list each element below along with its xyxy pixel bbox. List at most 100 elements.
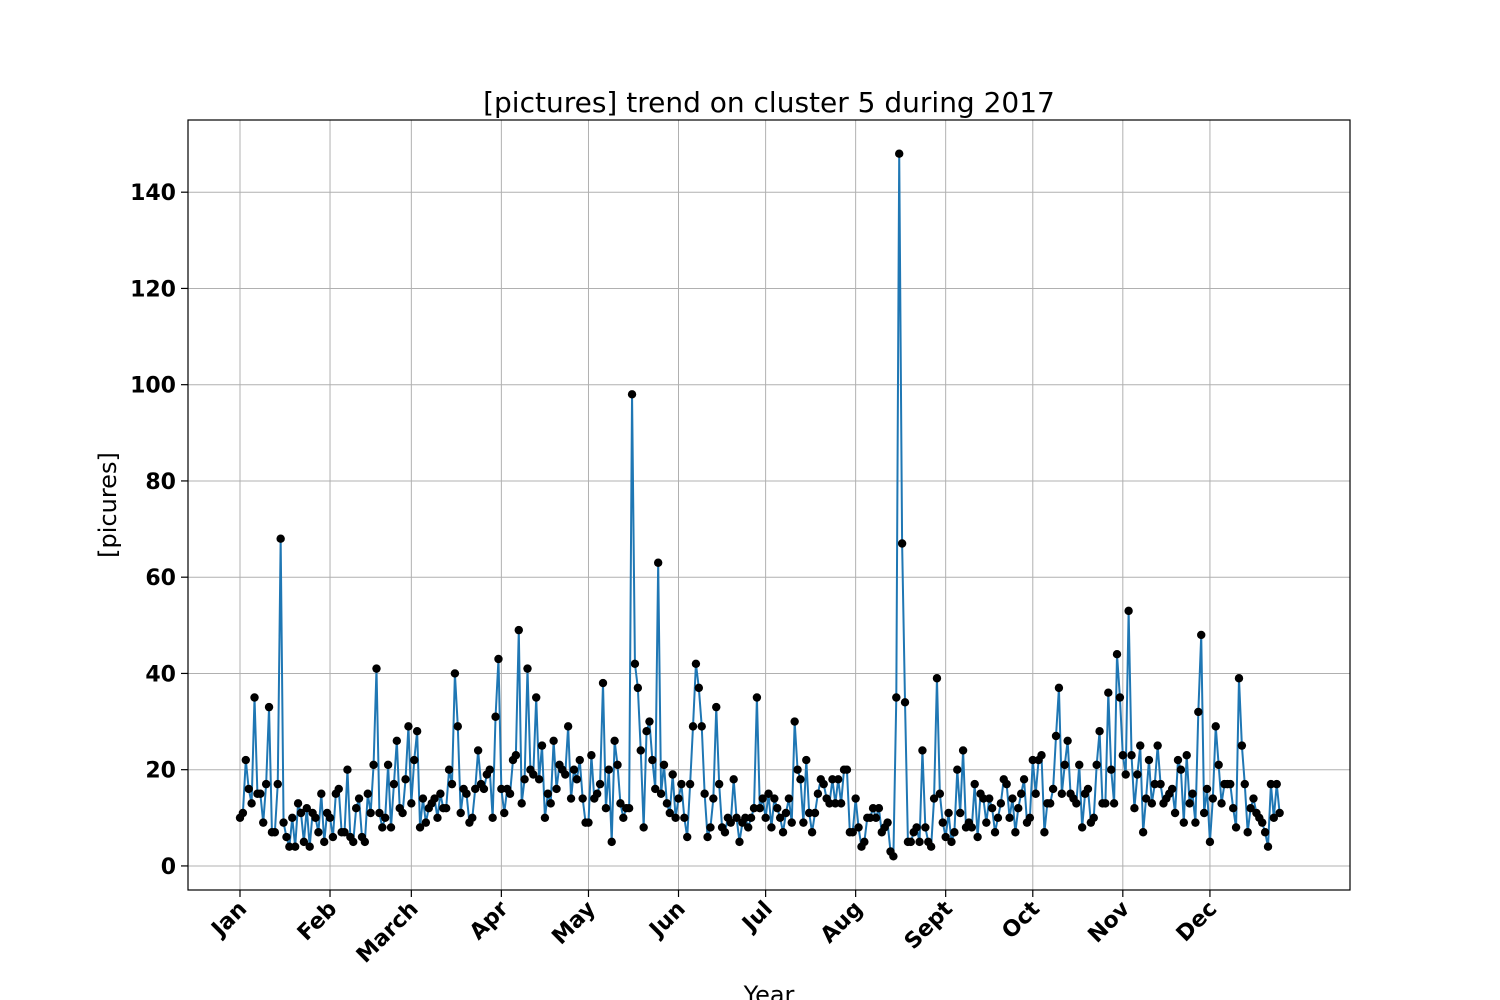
data-point: [1127, 751, 1136, 760]
data-point: [296, 808, 306, 818]
data-point: [773, 803, 782, 813]
y-tick-label: 140: [130, 181, 176, 206]
data-point: [944, 808, 953, 818]
data-point: [892, 693, 901, 702]
data-point: [1258, 818, 1267, 827]
data-point: [784, 794, 794, 803]
data-point: [1260, 828, 1270, 837]
data-point: [293, 799, 303, 808]
data-point: [1234, 674, 1244, 683]
data-point: [273, 779, 282, 789]
data-points: [235, 149, 1284, 861]
x-tick-label: Jul: [737, 897, 778, 938]
data-point: [865, 813, 875, 823]
data-point: [383, 760, 393, 770]
data-point: [755, 803, 765, 813]
data-point: [351, 803, 361, 813]
data-point: [714, 779, 724, 789]
data-point: [955, 808, 965, 818]
y-tick-label: 0: [161, 855, 176, 880]
data-point: [1144, 755, 1154, 765]
data-point: [1051, 731, 1061, 741]
data-point: [462, 789, 471, 798]
data-point: [363, 789, 372, 798]
data-point: [825, 799, 834, 808]
data-point: [807, 828, 817, 837]
x-tick-label: Dec: [1172, 897, 1222, 947]
data-point: [317, 789, 326, 798]
data-point: [1040, 828, 1049, 837]
data-point: [651, 784, 660, 794]
data-point: [929, 794, 939, 803]
data-point: [668, 770, 677, 779]
data-point: [642, 726, 651, 736]
data-point: [1263, 842, 1273, 851]
data-point: [802, 755, 811, 765]
data-point: [1275, 808, 1284, 818]
data-point: [848, 828, 857, 837]
data-point: [1063, 736, 1072, 746]
data-point: [354, 794, 364, 803]
data-point: [456, 808, 465, 818]
data-point: [441, 803, 451, 813]
data-point: [868, 803, 878, 813]
data-point: [804, 808, 814, 818]
data-point: [1005, 813, 1014, 823]
x-axis-label: Year: [743, 981, 795, 1000]
data-point: [764, 789, 773, 798]
data-point: [915, 837, 924, 847]
data-point: [592, 789, 602, 798]
data-point: [546, 799, 555, 808]
data-point: [389, 779, 399, 789]
data-point: [648, 755, 657, 765]
data-point: [662, 799, 672, 808]
data-point: [1228, 803, 1238, 813]
x-tick-label: Sept: [900, 896, 958, 954]
data-point: [947, 837, 956, 847]
data-point: [1028, 755, 1037, 765]
data-point: [979, 794, 988, 803]
data-point: [450, 669, 460, 678]
data-point: [613, 760, 622, 770]
data-point: [320, 837, 329, 847]
data-point: [688, 722, 698, 731]
data-point: [398, 808, 407, 818]
data-point: [305, 842, 314, 851]
data-point: [1054, 683, 1064, 693]
x-tick-label: Feb: [293, 897, 342, 946]
data-point: [601, 803, 611, 813]
data-point: [883, 818, 892, 827]
x-tick-label: Nov: [1084, 896, 1136, 948]
data-point: [578, 794, 587, 803]
data-point: [264, 702, 274, 712]
data-point: [302, 803, 311, 813]
data-point: [453, 722, 462, 731]
data-point: [1188, 789, 1197, 798]
data-point: [1136, 741, 1145, 750]
data-point: [712, 702, 721, 712]
data-point: [993, 813, 1003, 823]
data-point: [290, 842, 300, 851]
data-point: [973, 832, 982, 842]
data-point: [1205, 837, 1215, 847]
data-point: [1025, 813, 1035, 823]
data-point: [444, 765, 454, 774]
data-point: [360, 837, 370, 847]
data-point: [796, 775, 805, 784]
data-point: [299, 837, 309, 847]
data-point: [238, 808, 248, 818]
data-point: [918, 746, 927, 755]
data-point: [328, 832, 338, 842]
data-point: [270, 828, 280, 837]
data-point: [610, 736, 619, 746]
data-point: [889, 852, 898, 861]
data-point: [1092, 760, 1101, 770]
data-point: [261, 779, 271, 789]
data-point: [810, 808, 820, 818]
data-point: [401, 775, 410, 784]
data-point: [790, 717, 799, 726]
data-point: [343, 765, 352, 774]
data-point: [1083, 784, 1093, 794]
data-point: [1246, 803, 1255, 813]
data-point: [247, 799, 256, 808]
